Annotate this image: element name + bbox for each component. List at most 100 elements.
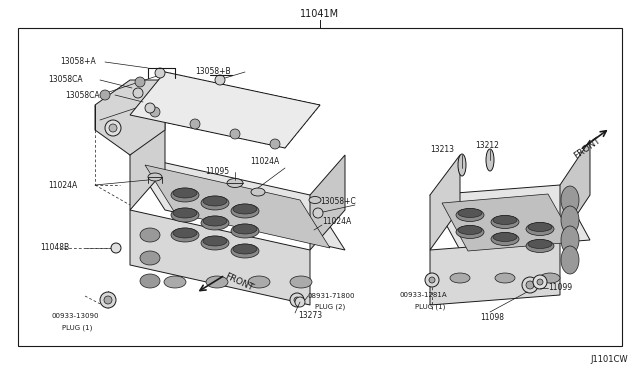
- Text: 13058CA: 13058CA: [65, 90, 100, 99]
- Polygon shape: [145, 165, 330, 248]
- Circle shape: [230, 129, 240, 139]
- Ellipse shape: [206, 276, 228, 288]
- Circle shape: [133, 88, 143, 98]
- Text: 13058+B: 13058+B: [195, 67, 230, 77]
- Ellipse shape: [140, 251, 160, 265]
- Text: 11099: 11099: [548, 283, 572, 292]
- Circle shape: [109, 124, 117, 132]
- Ellipse shape: [140, 274, 160, 288]
- Text: FRONT: FRONT: [223, 272, 255, 292]
- Ellipse shape: [233, 244, 257, 254]
- Ellipse shape: [203, 216, 227, 226]
- Polygon shape: [430, 155, 460, 250]
- Text: PLUG (2): PLUG (2): [315, 304, 345, 310]
- Circle shape: [104, 296, 112, 304]
- Ellipse shape: [456, 208, 484, 221]
- Text: 11095: 11095: [205, 167, 229, 176]
- Ellipse shape: [171, 208, 199, 222]
- Ellipse shape: [526, 222, 554, 235]
- Circle shape: [111, 243, 121, 253]
- Circle shape: [105, 120, 121, 136]
- Ellipse shape: [173, 188, 197, 198]
- Ellipse shape: [561, 246, 579, 274]
- Ellipse shape: [493, 232, 517, 241]
- Ellipse shape: [231, 244, 259, 258]
- Ellipse shape: [233, 224, 257, 234]
- Circle shape: [429, 277, 435, 283]
- Text: 13273: 13273: [298, 311, 322, 321]
- Polygon shape: [560, 140, 590, 240]
- Ellipse shape: [309, 196, 321, 203]
- Ellipse shape: [201, 236, 229, 250]
- Ellipse shape: [173, 228, 197, 238]
- Text: 11041M: 11041M: [300, 9, 340, 19]
- Ellipse shape: [171, 228, 199, 242]
- Circle shape: [135, 77, 145, 87]
- Circle shape: [150, 107, 160, 117]
- Text: 00933-13090: 00933-13090: [52, 313, 99, 319]
- Polygon shape: [130, 155, 345, 250]
- Polygon shape: [95, 80, 165, 155]
- Circle shape: [537, 279, 543, 285]
- Ellipse shape: [561, 186, 579, 214]
- Circle shape: [100, 90, 110, 100]
- Circle shape: [290, 293, 304, 307]
- Circle shape: [294, 297, 300, 303]
- Text: 13058+A: 13058+A: [60, 58, 96, 67]
- Text: 11048B: 11048B: [40, 244, 69, 253]
- Text: 13212: 13212: [475, 141, 499, 150]
- Text: 08931-71800: 08931-71800: [308, 293, 355, 299]
- Text: FRONT: FRONT: [572, 135, 602, 160]
- Ellipse shape: [248, 276, 270, 288]
- Ellipse shape: [528, 222, 552, 231]
- Circle shape: [533, 275, 547, 289]
- Polygon shape: [430, 240, 560, 305]
- Ellipse shape: [140, 228, 160, 242]
- Ellipse shape: [486, 149, 494, 171]
- Ellipse shape: [493, 215, 517, 224]
- Text: 13213: 13213: [430, 145, 454, 154]
- Circle shape: [155, 68, 165, 78]
- Ellipse shape: [458, 208, 482, 218]
- Polygon shape: [130, 115, 165, 210]
- Ellipse shape: [526, 240, 554, 253]
- Text: 11024A: 11024A: [322, 218, 351, 227]
- Ellipse shape: [148, 173, 162, 181]
- Text: 00933-1281A: 00933-1281A: [400, 292, 447, 298]
- Ellipse shape: [561, 206, 579, 234]
- Ellipse shape: [251, 188, 265, 196]
- Text: PLUG (1): PLUG (1): [415, 304, 445, 310]
- Ellipse shape: [528, 240, 552, 248]
- Ellipse shape: [561, 226, 579, 254]
- Ellipse shape: [171, 188, 199, 202]
- Ellipse shape: [173, 208, 197, 218]
- Circle shape: [215, 75, 225, 85]
- Ellipse shape: [456, 225, 484, 238]
- Circle shape: [313, 208, 323, 218]
- Ellipse shape: [203, 236, 227, 246]
- Ellipse shape: [458, 225, 482, 234]
- Text: 11098: 11098: [480, 314, 504, 323]
- Circle shape: [526, 281, 534, 289]
- Ellipse shape: [201, 216, 229, 230]
- Ellipse shape: [458, 154, 466, 176]
- Circle shape: [425, 273, 439, 287]
- Circle shape: [295, 297, 305, 307]
- Polygon shape: [442, 194, 575, 251]
- Text: 11024A: 11024A: [48, 180, 77, 189]
- Ellipse shape: [491, 232, 519, 246]
- Polygon shape: [130, 210, 310, 305]
- Ellipse shape: [290, 276, 312, 288]
- Ellipse shape: [495, 273, 515, 283]
- Text: 13058CA: 13058CA: [48, 76, 83, 84]
- Text: PLUG (1): PLUG (1): [62, 325, 92, 331]
- Ellipse shape: [231, 224, 259, 238]
- Circle shape: [190, 119, 200, 129]
- Polygon shape: [430, 185, 590, 250]
- Polygon shape: [130, 72, 320, 148]
- Text: 13058+C: 13058+C: [320, 198, 356, 206]
- Circle shape: [270, 139, 280, 149]
- Ellipse shape: [450, 273, 470, 283]
- Ellipse shape: [491, 215, 519, 228]
- Polygon shape: [310, 155, 345, 250]
